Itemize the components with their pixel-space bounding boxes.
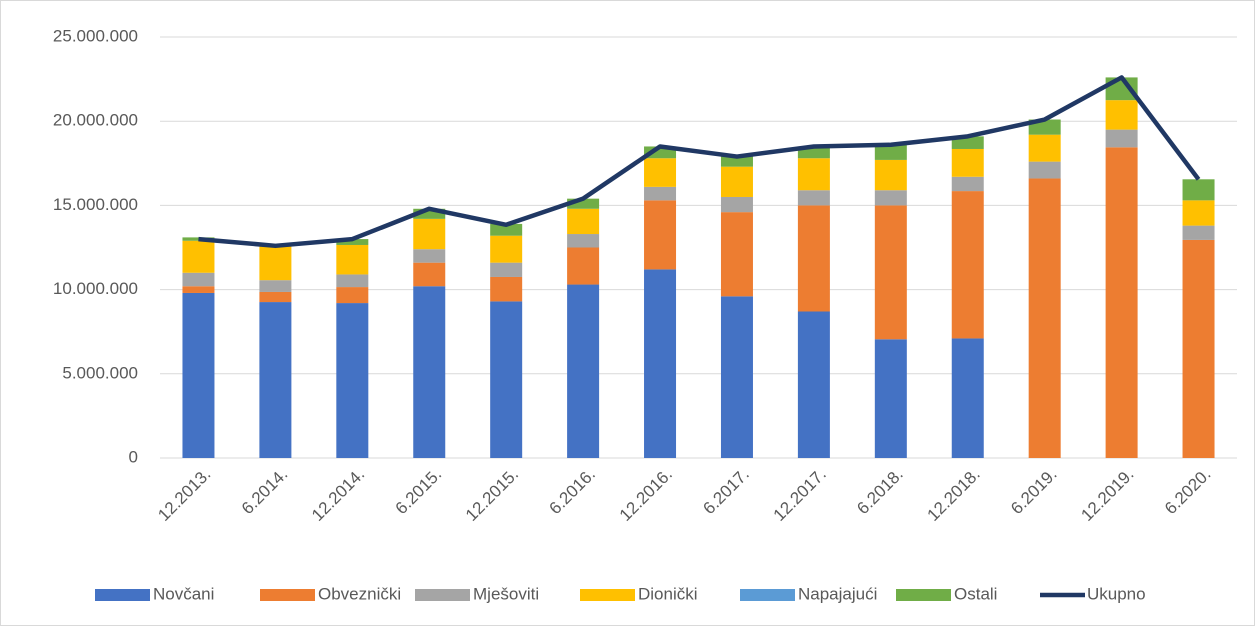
bar [874,339,907,458]
bar [336,303,369,458]
legend-label: Obveznički [318,584,401,603]
bar [336,274,369,288]
bar [874,190,907,206]
bar [644,158,677,187]
line [198,75,1201,249]
bar [567,247,600,285]
y-tick-label: 5.000.000 [62,363,138,382]
bar [1028,161,1061,179]
bar [182,240,215,273]
bar [720,166,753,197]
y-tick-label: 25.000.000 [53,26,138,45]
y-tick-label: 20.000.000 [53,111,138,130]
bar [1182,179,1215,201]
bar [567,284,600,458]
bar [720,154,753,167]
bar [1028,178,1061,458]
bar [951,148,984,177]
bar [182,272,215,287]
bar [336,239,369,245]
legend-label: Dionički [638,584,698,603]
legend-label: Ukupno [1087,584,1146,603]
bar [720,196,753,213]
bar [490,276,523,302]
bar [797,158,830,191]
bar [1105,100,1138,130]
bar [797,311,830,458]
bar [1105,147,1138,458]
bar [490,301,523,458]
legend-label: Novčani [153,584,214,603]
bar [720,212,753,297]
legend-swatch [740,589,795,601]
bar [259,291,292,303]
bar [951,176,984,192]
bar [182,237,215,241]
bar [490,235,523,263]
bar [182,292,215,458]
bar [797,205,830,312]
legend-swatch [95,589,150,601]
bar [259,302,292,458]
y-tick-label: 0 [129,447,138,466]
bar [413,208,446,219]
bar [567,198,600,209]
bar [259,244,292,281]
bar [1182,225,1215,240]
bar [413,286,446,458]
bar [874,144,907,160]
bar [1105,129,1138,148]
bar [490,223,523,236]
bar [413,249,446,263]
bar [1182,200,1215,226]
y-tick-label: 10.000.000 [53,279,138,298]
bar [182,286,215,293]
legend-swatch [580,589,635,601]
bar [567,208,600,235]
bar [720,296,753,458]
legend-label: Ostali [954,584,997,603]
legend-swatch [260,589,315,601]
bar [490,262,523,277]
bar [874,159,907,191]
y-tick-label: 15.000.000 [53,195,138,214]
bar [797,190,830,206]
bar [567,234,600,248]
bar [644,146,677,159]
bar [413,218,446,250]
bar [336,287,369,304]
bar [644,269,677,458]
bar [644,200,677,270]
bar [951,136,984,149]
bar [413,262,446,287]
legend-label: Mješoviti [473,584,539,603]
bar [644,186,677,201]
bar [951,191,984,339]
bar [951,338,984,458]
bar [336,244,369,275]
bar [1182,239,1215,458]
bar [874,205,907,340]
bar [259,280,292,292]
legend-swatch [415,589,470,601]
bar [1028,134,1061,162]
legend-swatch [896,589,951,601]
bar [797,146,830,159]
legend-label: Napajajući [798,584,877,603]
